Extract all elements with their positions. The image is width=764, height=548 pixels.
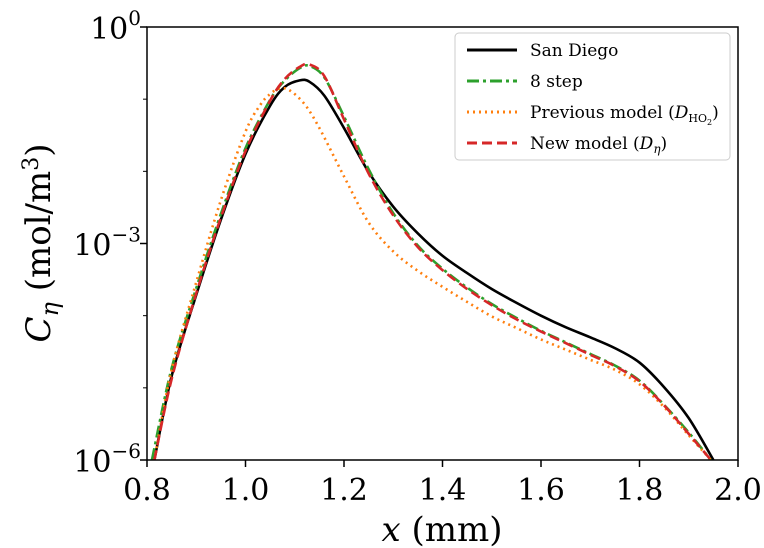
y-tick-label: 10−6 <box>73 439 141 480</box>
x-tick-label: 0.8 <box>123 473 171 508</box>
legend-label-new-model: New model (Dη) <box>530 134 667 156</box>
legend-label-8-step: 8 step <box>530 72 583 92</box>
x-tick-label: 1.4 <box>419 473 467 508</box>
series-line-2 <box>153 86 712 460</box>
series-layer <box>150 62 715 460</box>
y-axis-label: Cη (mol/m3) <box>19 143 64 342</box>
y-tick-label: 100 <box>90 6 141 47</box>
legend: San Diego 8 step Previous model (DHO2) N… <box>454 32 731 161</box>
legend-label-san-diego: San Diego <box>530 41 618 61</box>
y-tick-label: 10−3 <box>73 223 141 264</box>
x-tick-label: 1.8 <box>616 473 664 508</box>
ticks-layer: 0.8 1.0 1.2 1.4 1.6 1.8 2.0 10−6 10−3 100 <box>73 6 762 508</box>
x-tick-label: 1.2 <box>320 473 368 508</box>
x-tick-label: 2.0 <box>714 473 762 508</box>
series-line-3 <box>153 62 712 460</box>
x-tick-label: 1.0 <box>222 473 270 508</box>
x-axis-label: x (mm) <box>381 510 502 548</box>
legend-box <box>454 32 731 161</box>
x-tick-label: 1.6 <box>517 473 565 508</box>
